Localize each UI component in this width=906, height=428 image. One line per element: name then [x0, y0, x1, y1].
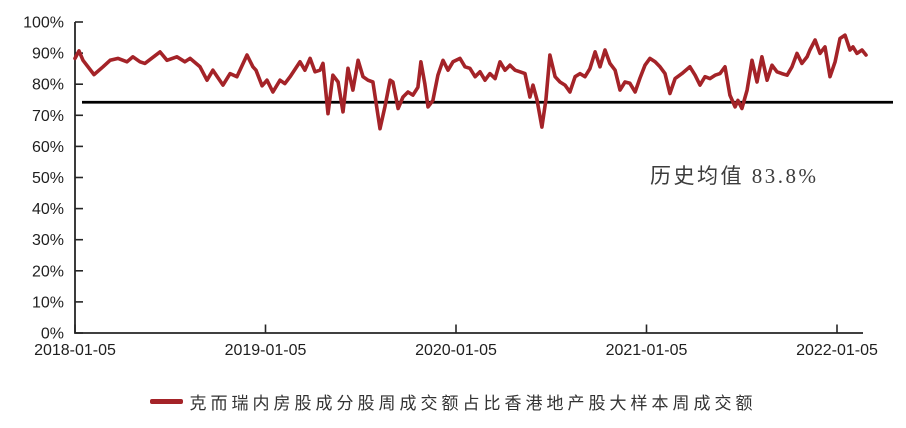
legend-label: 克而瑞内房股成分股周成交额占比香港地产股大样本周成交额 [189, 394, 757, 413]
x-tick-label: 2020-01-05 [415, 342, 497, 359]
x-tick-label: 2019-01-05 [225, 342, 307, 359]
y-tick-label: 90% [32, 46, 64, 63]
y-tick-label: 40% [32, 201, 64, 218]
y-tick-label: 30% [32, 232, 64, 249]
x-tick-label: 2018-01-05 [34, 342, 116, 359]
y-tick-label: 0% [41, 326, 64, 343]
x-tick-label: 2022-01-05 [796, 342, 878, 359]
y-tick-label: 20% [32, 263, 64, 280]
historical-average-annotation: 历史均值 83.8% [650, 164, 819, 188]
y-tick-label: 100% [23, 15, 64, 32]
y-tick-label: 60% [32, 139, 64, 156]
y-tick-label: 80% [32, 77, 64, 94]
legend: 克而瑞内房股成分股周成交额占比香港地产股大样本周成交额 [0, 389, 906, 414]
y-tick-label: 70% [32, 108, 64, 125]
legend-line-swatch [149, 399, 183, 404]
x-tick-label: 2021-01-05 [606, 342, 688, 359]
series-line [73, 33, 868, 131]
y-tick-label: 50% [32, 170, 64, 187]
y-tick-label: 10% [32, 294, 64, 311]
